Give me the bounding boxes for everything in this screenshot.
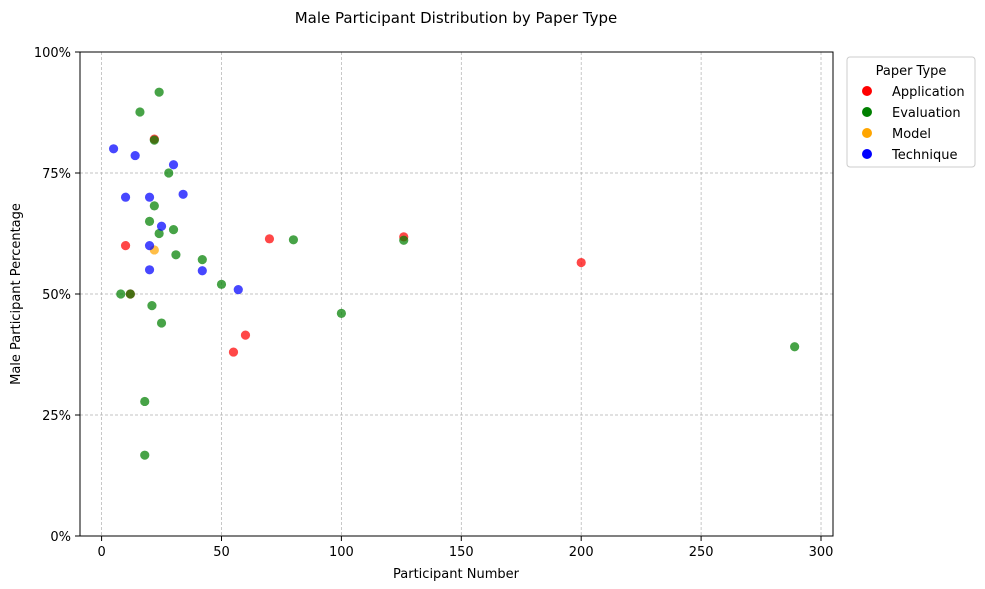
data-point-application — [228, 347, 239, 357]
y-tick-label: 100% — [34, 46, 71, 61]
data-point-evaluation — [171, 250, 181, 260]
y-tick-label: 50% — [42, 288, 71, 303]
legend-box — [846, 56, 976, 168]
x-tick-label: 50 — [213, 545, 230, 560]
x-tick-label: 250 — [689, 545, 714, 560]
data-point-technique — [144, 265, 155, 275]
data-point-application — [120, 241, 131, 251]
data-point-evaluation — [116, 289, 126, 299]
data-point-evaluation — [288, 235, 299, 245]
legend-label-application: Application — [892, 85, 965, 100]
data-point-evaluation — [140, 450, 150, 460]
y-tick-label: 0% — [50, 530, 71, 545]
data-point-application — [240, 330, 251, 340]
data-point-evaluation — [144, 216, 155, 226]
data-point-evaluation — [140, 396, 150, 407]
data-point-technique — [197, 266, 207, 276]
data-point-evaluation — [149, 135, 159, 145]
legend-title: Paper Type — [876, 64, 947, 79]
chart-title: Male Participant Distribution by Paper T… — [295, 9, 618, 27]
x-tick-label: 100 — [329, 545, 354, 560]
x-tick-label: 0 — [97, 545, 105, 560]
data-point-application — [264, 234, 275, 244]
data-point-technique — [233, 285, 243, 295]
data-point-evaluation — [168, 225, 179, 235]
legend: Paper Type Application Evaluation Model Tec… — [846, 56, 976, 168]
data-point-evaluation — [164, 168, 174, 178]
plot-area: 0 50 100 150 200 250 300 0% 25% 50% 75% 100% — [34, 46, 834, 560]
data-point-evaluation — [147, 301, 157, 311]
data-point-evaluation — [135, 107, 145, 117]
data-point-evaluation — [154, 87, 164, 97]
data-point-technique — [120, 192, 131, 202]
data-point-application — [576, 257, 586, 268]
data-point-evaluation — [149, 201, 159, 211]
legend-marker-technique — [862, 149, 872, 159]
data-point-evaluation — [399, 235, 409, 245]
y-axis-label: Male Participant Percentage — [9, 203, 24, 385]
legend-label-evaluation: Evaluation — [892, 106, 961, 121]
data-point-evaluation — [156, 318, 167, 328]
data-point-evaluation — [336, 308, 346, 318]
data-point-technique — [168, 160, 179, 170]
legend-label-model: Model — [892, 127, 931, 142]
data-point-technique — [156, 221, 167, 231]
x-tick-label: 150 — [449, 545, 474, 560]
data-point-evaluation — [216, 279, 227, 289]
x-tick-label: 200 — [569, 545, 594, 560]
data-point-technique — [108, 144, 119, 154]
y-tick-label: 75% — [42, 167, 71, 182]
x-tick-label: 300 — [809, 545, 834, 560]
legend-label-technique: Technique — [891, 148, 957, 163]
data-point-evaluation — [125, 289, 135, 299]
x-axis-label: Participant Number — [393, 567, 520, 582]
data-point-technique — [144, 241, 155, 251]
legend-marker-model — [862, 128, 872, 138]
y-tick-label: 25% — [42, 409, 71, 424]
legend-marker-evaluation — [862, 107, 872, 117]
data-point-evaluation — [154, 228, 164, 239]
data-point-technique — [144, 192, 155, 202]
data-point-evaluation — [790, 342, 800, 352]
data-point-evaluation — [197, 255, 207, 265]
data-point-technique — [178, 189, 188, 199]
legend-marker-application — [862, 86, 872, 96]
data-point-technique — [130, 150, 140, 161]
